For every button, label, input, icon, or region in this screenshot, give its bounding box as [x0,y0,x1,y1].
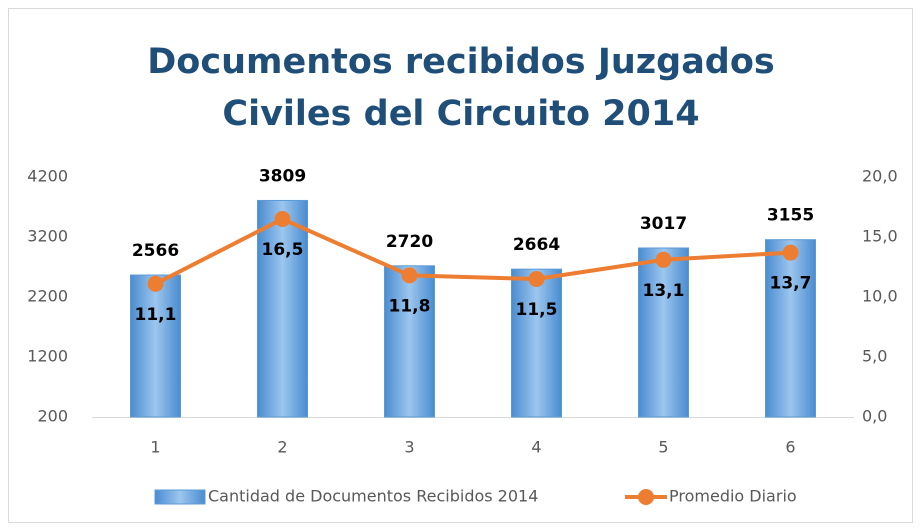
line-marker [401,267,418,284]
y2-tick-label: 15,0 [862,227,898,246]
y2-tick-label: 0,0 [862,407,887,426]
x-tick-label: 1 [150,438,160,457]
y-tick-label: 1200 [27,347,68,366]
bar [257,199,308,418]
bar [638,247,689,418]
x-tick-label: 2 [277,438,287,457]
line-marker [147,275,164,292]
legend-label: Cantidad de Documentos Recibidos 2014 [208,487,538,506]
bar [765,239,816,418]
y2-tick-label: 20,0 [862,167,898,186]
chart-title: Documentos recibidos Juzgados Civiles de… [147,42,775,134]
data-label: 3155 [767,206,814,226]
y-tick-label: 200 [37,407,68,426]
line [154,216,791,286]
data-label: 2664 [513,235,560,255]
y2-tick-label: 10,0 [862,287,898,306]
x-tick-label: 6 [785,438,795,457]
data-label: 11,5 [516,300,558,320]
data-label: 13,1 [643,281,685,301]
chart-border [8,8,913,523]
line-marker [274,211,291,227]
legend-label: Promedio Diario [669,487,797,506]
bar [511,268,562,418]
data-label: 13,7 [770,274,812,294]
bar [384,265,435,418]
data-label: 3809 [259,166,306,186]
data-label: 11,8 [389,296,431,316]
y-tick-label: 2200 [27,287,68,306]
line-marker [528,271,545,287]
data-label: 2566 [132,241,179,261]
data-label: 11,1 [135,305,177,325]
line-marker [782,244,799,261]
line-marker [655,251,672,268]
x-tick-label: 4 [531,438,541,457]
y-tick-label: 3200 [27,227,68,246]
y2-tick-label: 5,0 [862,347,887,366]
x-tick-label: 3 [404,438,414,457]
bar [130,274,181,418]
x-tick-label: 5 [658,438,668,457]
data-label: 3017 [640,214,687,234]
data-label: 2720 [386,232,433,252]
legend-swatch [154,489,206,505]
data-label: 16,5 [262,240,304,260]
legend-swatch-marker [638,489,654,505]
y-tick-label: 4200 [27,167,68,186]
